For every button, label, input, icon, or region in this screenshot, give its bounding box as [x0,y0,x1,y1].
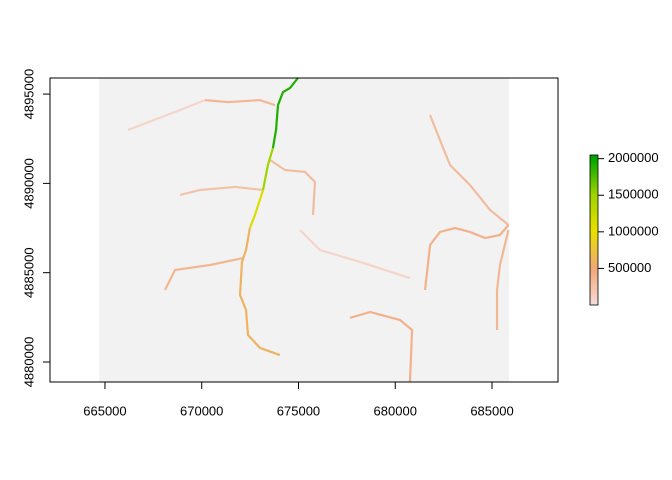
y-tick-label: 4880000 [21,337,36,388]
stream [248,189,265,229]
x-tick-label: 675000 [277,403,320,418]
stream [163,256,244,291]
x-tick-label: 670000 [180,403,223,418]
plot-frame [49,77,559,383]
legend-colorbar [589,154,599,306]
y-tick-label: 4895000 [21,69,36,120]
stream [423,224,510,291]
y-tick-label: 4890000 [21,158,36,209]
legend-tick-label: 1500000 [608,187,659,202]
x-tick-label: 685000 [470,403,513,418]
legend-tick-label: 500000 [608,260,651,275]
stream [349,310,414,383]
x-tick-label: 665000 [83,403,126,418]
y-tick-label: 4885000 [21,247,36,298]
stream [299,229,411,280]
stream [495,229,510,331]
stream [238,227,281,357]
stream [429,114,510,226]
stream [127,99,206,132]
legend-tick-label: 2000000 [608,150,659,165]
stream [261,147,274,191]
stream [271,77,299,149]
stream [204,99,276,107]
stream [179,185,264,197]
x-tick-label: 680000 [374,403,417,418]
stream [269,159,317,216]
raster-background [99,78,510,382]
legend-tick-label: 1000000 [608,223,659,238]
